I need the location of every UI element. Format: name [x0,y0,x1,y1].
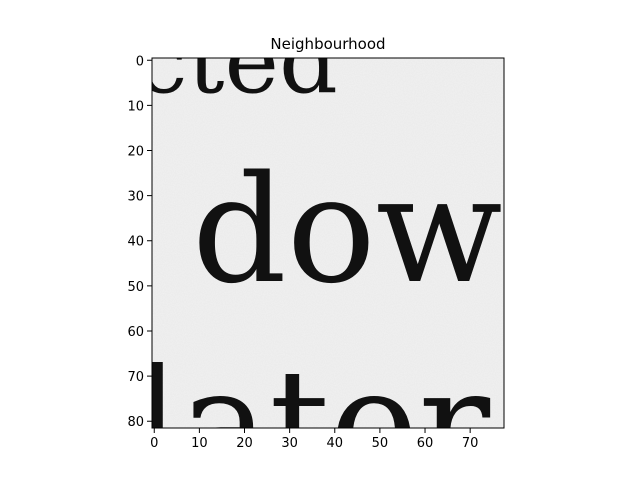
image-word-bottom: later [132,338,490,480]
y-axis: 0 10 20 30 40 50 60 70 80 [127,54,152,430]
y-tick-label: 40 [127,235,144,250]
y-tick-label: 50 [127,280,144,295]
x-tick-label: 20 [236,436,253,451]
chart-title: Neighbourhood [270,35,385,53]
y-tick-label: 80 [127,415,144,430]
image-word-middle: dow [192,144,503,316]
x-tick-label: 40 [326,436,343,451]
x-tick-label: 60 [417,436,434,451]
x-tick-label: 10 [191,436,208,451]
image-word-top: cted [136,7,338,114]
image-area: cted dow later [132,7,504,480]
axes-frame [151,57,505,429]
paper-texture [152,58,504,428]
x-tick-label: 30 [281,436,298,451]
x-tick-label: 70 [462,436,479,451]
y-tick-label: 20 [127,145,144,160]
y-tick-label: 60 [127,325,144,340]
x-tick-label: 0 [150,436,158,451]
x-axis: 0 10 20 30 40 50 60 70 [150,428,478,451]
y-tick-label: 10 [127,99,144,114]
y-tick-label: 0 [136,54,144,69]
y-tick-label: 30 [127,190,144,205]
x-tick-label: 50 [372,436,389,451]
y-tick-label: 70 [127,370,144,385]
